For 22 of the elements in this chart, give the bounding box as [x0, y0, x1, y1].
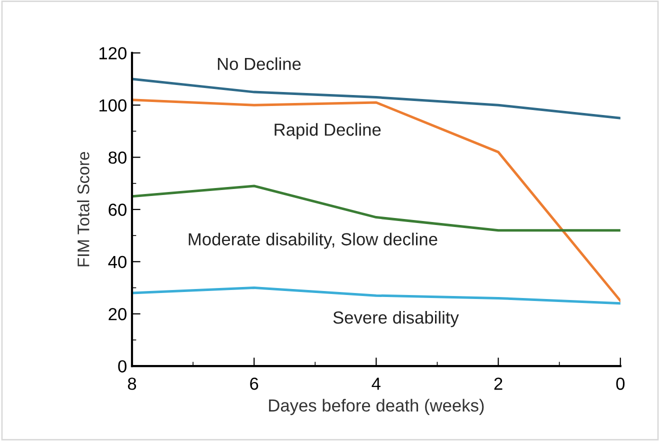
line-series [132, 184, 620, 232]
y-tick-label: 20 [108, 308, 126, 320]
y-tick-label: 40 [108, 256, 126, 268]
x-tick-label: 4 [372, 378, 381, 390]
line-series [132, 98, 620, 302]
y-tick-label: 80 [108, 151, 126, 164]
x-tick-label: 6 [250, 378, 258, 390]
y-tick-label: 120 [100, 47, 126, 60]
x-tick-label: 2 [494, 378, 502, 390]
series-label: Severe disability [333, 310, 459, 328]
y-tick-label: 100 [100, 99, 126, 112]
series-label: Rapid Decline [274, 123, 381, 140]
line-series [132, 286, 620, 305]
series-label: No Decline [218, 57, 301, 70]
y-axis-title: FIM Total Score [77, 152, 90, 266]
y-tick-label: 60 [108, 204, 126, 216]
x-axis-title: Dayes before death (weeks) [269, 398, 484, 416]
series-label: Moderate disability, Slow decline [188, 232, 438, 249]
x-tick-label: 0 [616, 378, 625, 390]
x-tick-label: 8 [128, 378, 136, 390]
y-tick-label: 0 [118, 360, 126, 372]
line-series [132, 78, 620, 120]
